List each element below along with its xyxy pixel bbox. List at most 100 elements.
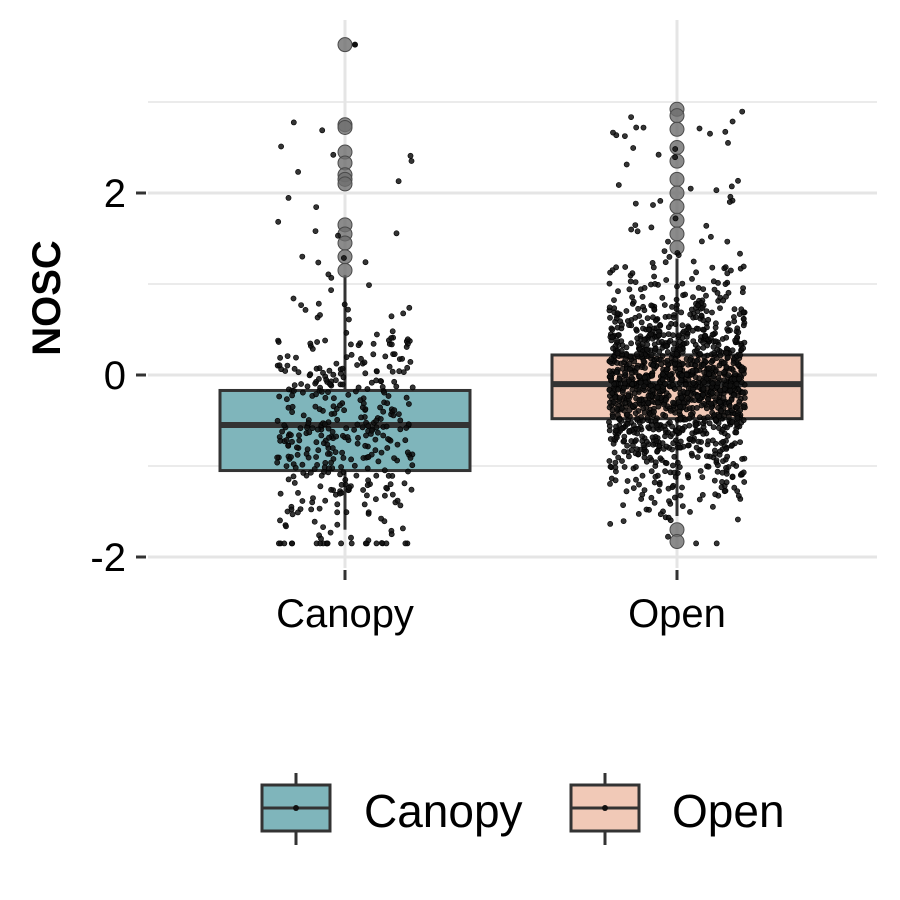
jitter-point [657,455,664,462]
jitter-point [708,400,714,407]
jitter-point [693,358,700,364]
jitter-point [299,498,306,504]
jitter-point [727,193,734,200]
jitter-point [666,253,673,260]
jitter-point [633,464,639,470]
jitter-point [299,389,306,396]
jitter-point [639,341,646,347]
jitter-point [329,428,336,435]
jitter-point [382,353,389,360]
jitter-point [612,477,619,484]
jitter-point [372,496,379,503]
jitter-point [646,326,652,333]
jitter-point [700,430,707,437]
jitter-point [657,322,664,329]
jitter-point [675,252,682,258]
jitter-point [690,294,696,301]
jitter-point [306,372,313,379]
jitter-point [623,488,630,495]
jitter-point [726,199,733,205]
jitter-point [385,436,391,442]
jitter-point [699,238,705,245]
jitter-point [307,340,314,347]
jitter-point [659,440,666,446]
jitter-point [334,501,341,508]
jitter-point [703,222,710,229]
jitter-point [385,393,392,399]
jitter-point [724,453,731,460]
jitter-point [607,314,613,321]
jitter-point [328,459,334,466]
jitter-point [635,511,642,517]
jitter-point [651,408,657,415]
jitter-point [276,362,283,369]
jitter-point [689,275,695,282]
jitter-point [686,405,693,412]
jitter-point [373,472,380,479]
jitter-point [615,454,622,461]
jitter-point [291,382,298,389]
jitter-point [381,389,388,396]
jitter-point [275,339,282,345]
jitter-point [690,338,697,344]
jitter-point [341,301,348,308]
jitter-point [648,494,655,501]
jitter-point [729,347,736,354]
jitter-point [635,425,642,432]
outlier-point [669,171,685,187]
jitter-point [330,395,337,402]
jitter-point [634,365,641,371]
jitter-point [684,333,690,340]
jitter-point [373,377,380,384]
jitter-point [400,310,407,317]
jitter-point [641,307,648,314]
jitter-point [621,437,628,444]
jitter-point [675,399,682,405]
jitter-point [700,344,707,351]
jitter-point [313,365,320,372]
jitter-point [294,509,301,516]
jitter-point [277,490,284,497]
jitter-point [717,399,723,406]
jitter-point [675,459,681,466]
jitter-point [676,332,682,339]
jitter-point [644,341,651,348]
jitter-point [630,145,637,151]
jitter-point [296,437,303,444]
jitter-point [614,350,621,357]
jitter-point [610,399,617,405]
jitter-point [679,503,686,509]
jitter-point [352,41,358,48]
jitter-point [662,397,669,404]
jitter-point [312,228,319,234]
jitter-point [679,425,686,432]
jitter-point [637,379,644,386]
jitter-point [724,424,730,431]
legend-item-open: Open [569,773,785,845]
jitter-point [648,302,655,309]
jitter-point [672,494,678,501]
jitter-point [339,365,346,372]
jitter-point [374,429,381,436]
jitter-point [373,424,380,431]
jitter-point [634,430,641,437]
jitter-point [687,185,694,192]
jitter-point [307,469,314,476]
jitter-point [644,346,650,353]
jitter-point [377,416,384,422]
jitter-point [626,427,633,434]
jitter-point [659,371,666,377]
jitter-point [629,270,636,277]
jitter-point [710,278,717,285]
jitter-point [657,356,664,363]
jitter-point [689,327,696,334]
jitter-point [705,396,711,403]
jitter-point [324,540,331,547]
jitter-point [657,197,664,204]
jitter-point [682,381,689,388]
jitter-point [623,161,630,168]
jitter-point [669,431,676,437]
jitter-point [628,340,634,347]
jitter-point [336,402,343,409]
jitter-point [718,407,724,414]
